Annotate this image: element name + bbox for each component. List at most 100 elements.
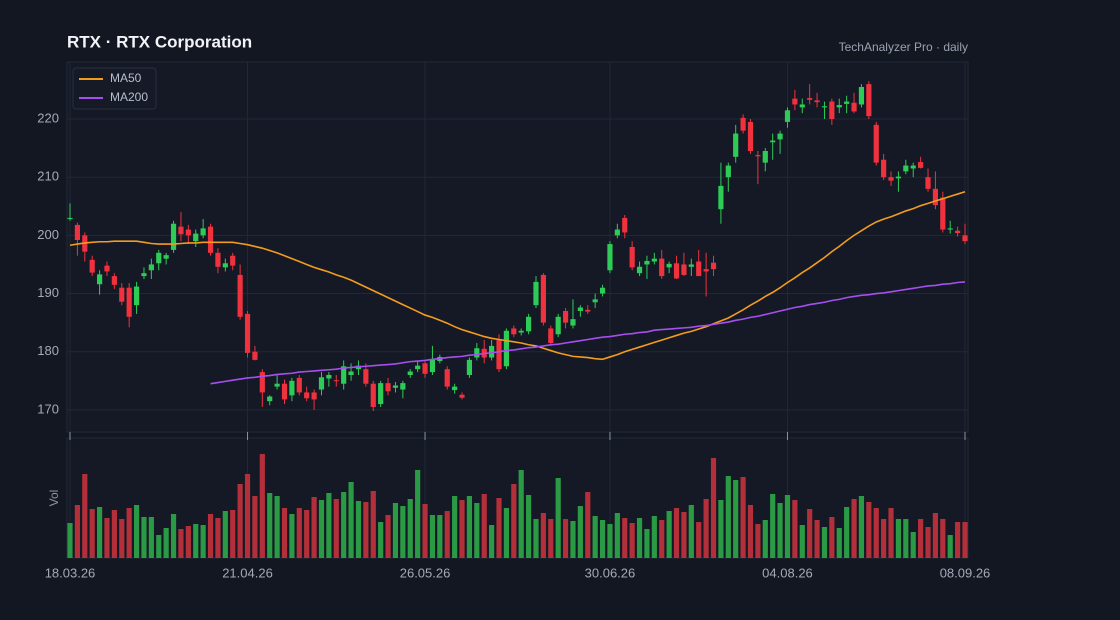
candle-body — [881, 159, 887, 178]
volume-bar — [955, 522, 961, 558]
volume-bar — [163, 528, 169, 558]
volume-bar — [533, 519, 539, 558]
candle-body — [866, 84, 872, 117]
candle-body — [792, 98, 798, 105]
volume-bar — [348, 482, 354, 558]
candle-body — [237, 274, 243, 317]
volume-bar — [119, 519, 125, 558]
candle-body — [873, 124, 879, 163]
candle-body — [696, 261, 702, 277]
volume-bar — [489, 525, 495, 558]
candle-body — [156, 252, 162, 264]
volume-bar — [540, 513, 546, 558]
volume-bar — [378, 522, 384, 558]
x-tick-label: 18.03.26 — [45, 565, 96, 580]
candles — [67, 81, 968, 412]
candle-body — [422, 363, 428, 374]
volume-bar — [385, 515, 391, 558]
candle-body — [511, 328, 517, 335]
volume-bar — [89, 509, 95, 558]
candle-body — [940, 197, 946, 230]
candle-body — [193, 233, 199, 242]
volume-bar — [230, 510, 236, 558]
legend: MA50 MA200 — [72, 67, 157, 110]
candle-body — [363, 369, 369, 384]
volume-bar — [858, 496, 865, 558]
volume-bar — [104, 518, 110, 558]
volume-bar — [370, 491, 376, 558]
volume-bar — [318, 500, 325, 558]
candle-body — [289, 380, 295, 396]
candle-body — [622, 217, 628, 233]
candle-body — [814, 100, 820, 103]
volume-bar — [607, 524, 613, 558]
candle-body — [614, 229, 620, 236]
candle-body — [252, 351, 258, 360]
volume-bar — [710, 458, 717, 558]
volume-bar — [918, 519, 924, 558]
volume-bar — [836, 528, 842, 558]
volume-bar — [548, 519, 554, 558]
candle-body — [829, 101, 835, 120]
candle-body — [703, 269, 709, 272]
volume-bar — [747, 505, 754, 558]
subtitle: TechAnalyzer Pro · daily — [839, 40, 968, 54]
volume-bar — [267, 493, 273, 558]
candle-body — [947, 228, 953, 230]
candle-body — [555, 316, 561, 335]
candle-body — [599, 287, 606, 294]
candle-body — [244, 313, 251, 353]
candle-body — [807, 98, 813, 100]
candle-body — [659, 258, 665, 277]
volume-bar — [910, 532, 916, 558]
candle-body — [111, 276, 117, 285]
volume-bar — [829, 517, 835, 558]
ma-line — [210, 281, 966, 385]
candle-body — [126, 287, 132, 317]
candle-body — [74, 224, 80, 241]
x-tick-label: 04.08.26 — [762, 565, 813, 580]
candle-body — [133, 286, 140, 306]
candle-body — [178, 226, 184, 235]
y-tick-label: 210 — [37, 169, 59, 184]
candle-body — [644, 260, 650, 265]
volume-bar — [962, 522, 968, 558]
volume-bar — [185, 526, 191, 558]
volume-bar — [363, 502, 369, 558]
volume-bar — [873, 508, 879, 558]
candle-body — [104, 265, 110, 272]
candle-body — [755, 155, 761, 157]
volume-bar — [259, 454, 265, 558]
candle-body — [821, 106, 828, 108]
volume-bar — [496, 498, 502, 558]
volume-bar — [688, 505, 694, 558]
candle-body — [733, 133, 739, 157]
ma-lines — [69, 190, 966, 385]
volume-bar — [141, 517, 147, 558]
volume-bar — [200, 525, 206, 558]
candle-body — [415, 365, 421, 370]
candle-body — [89, 259, 95, 273]
candle-body — [119, 287, 125, 302]
volume-bar — [355, 501, 362, 558]
candle-body — [400, 383, 406, 390]
volume-bar — [673, 508, 680, 558]
candle-body — [747, 121, 754, 152]
volume-bar — [74, 505, 80, 558]
volume-bar — [178, 529, 184, 558]
candle-body — [370, 383, 376, 407]
candle-body — [562, 310, 569, 323]
candle-body — [459, 394, 465, 398]
volume-bar — [814, 520, 820, 558]
volume-bar — [570, 521, 576, 558]
legend-label: MA50 — [110, 71, 142, 85]
x-tick-label: 30.06.26 — [585, 565, 636, 580]
volume-bar — [311, 497, 317, 558]
candle-body — [718, 185, 724, 210]
y-tick-label: 180 — [37, 343, 59, 358]
volume-bar — [466, 496, 473, 558]
chart-title: RTX · RTX Corporation — [67, 32, 252, 51]
candle-body — [955, 230, 961, 234]
y-tick-label: 220 — [37, 110, 59, 125]
volume-bar — [784, 495, 791, 558]
